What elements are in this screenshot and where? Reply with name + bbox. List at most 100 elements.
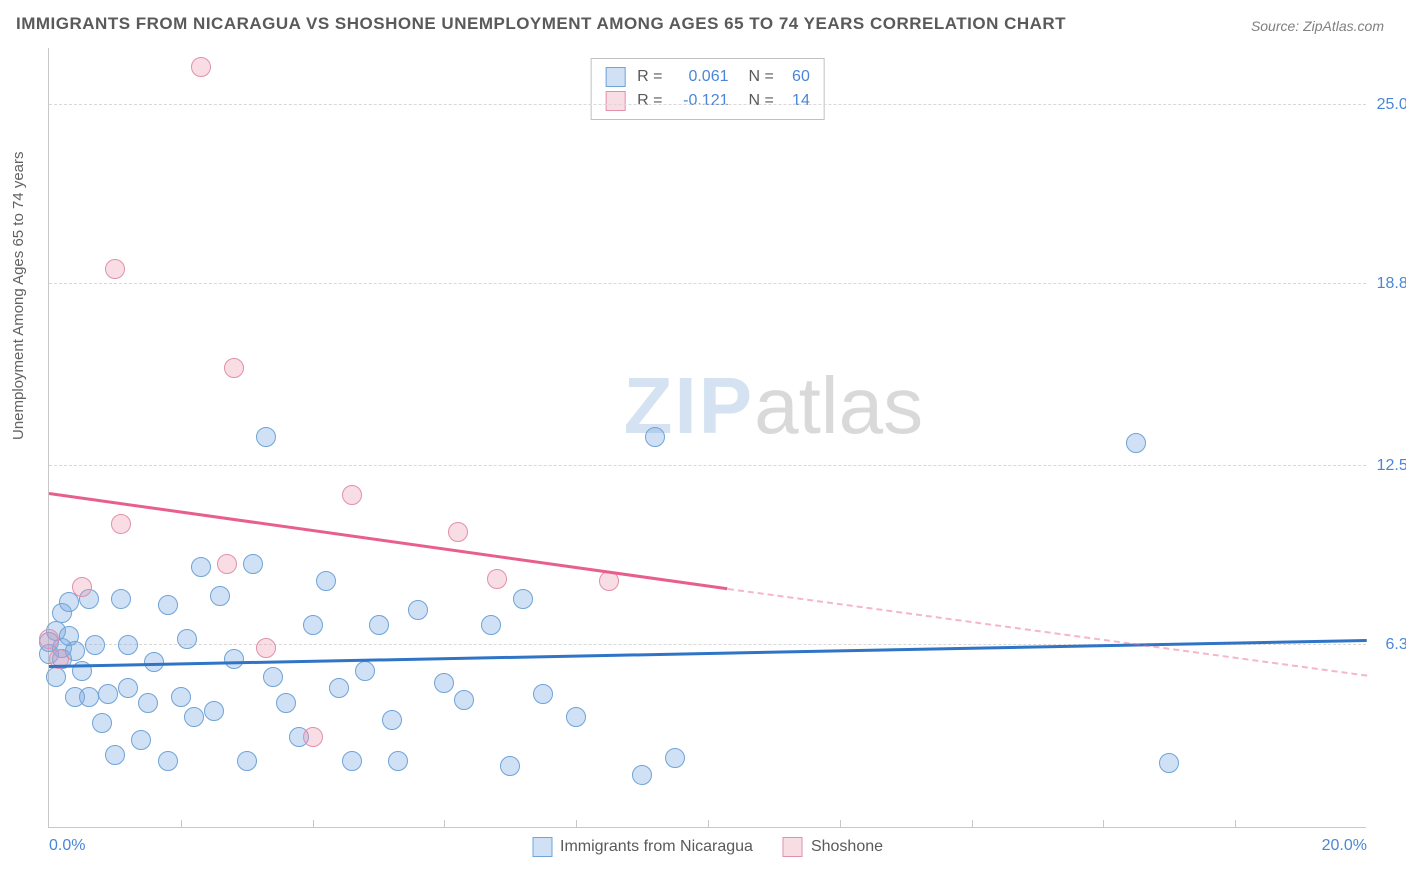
data-point-nicaragua — [191, 557, 211, 577]
y-tick-label: 6.3% — [1386, 636, 1406, 654]
data-point-nicaragua — [388, 751, 408, 771]
swatch-shoshone — [605, 91, 625, 111]
data-point-nicaragua — [500, 756, 520, 776]
y-tick-label: 18.8% — [1377, 275, 1406, 293]
data-point-nicaragua — [85, 635, 105, 655]
data-point-nicaragua — [408, 600, 428, 620]
data-point-shoshone — [111, 514, 131, 534]
data-point-nicaragua — [256, 427, 276, 447]
r-value-shoshone: -0.121 — [669, 89, 729, 113]
data-point-nicaragua — [454, 690, 474, 710]
data-point-nicaragua — [369, 615, 389, 635]
trend-line — [49, 492, 728, 590]
data-point-shoshone — [448, 522, 468, 542]
data-point-shoshone — [72, 577, 92, 597]
data-point-shoshone — [217, 554, 237, 574]
data-point-shoshone — [342, 485, 362, 505]
x-tick-mark — [1103, 820, 1104, 828]
data-point-nicaragua — [46, 667, 66, 687]
gridline-h — [49, 283, 1366, 284]
data-point-nicaragua — [105, 745, 125, 765]
data-point-nicaragua — [158, 595, 178, 615]
data-point-nicaragua — [263, 667, 283, 687]
x-tick-mark — [444, 820, 445, 828]
data-point-nicaragua — [665, 748, 685, 768]
data-point-shoshone — [256, 638, 276, 658]
data-point-nicaragua — [382, 710, 402, 730]
x-tick-mark — [708, 820, 709, 828]
data-point-shoshone — [487, 569, 507, 589]
data-point-nicaragua — [243, 554, 263, 574]
data-point-nicaragua — [329, 678, 349, 698]
legend-label-nicaragua: Immigrants from Nicaragua — [560, 838, 753, 856]
data-point-nicaragua — [1159, 753, 1179, 773]
plot-area: ZIPatlas R = 0.061 N = 60 R = -0.121 N =… — [48, 48, 1366, 828]
data-point-nicaragua — [237, 751, 257, 771]
x-tick-mark — [576, 820, 577, 828]
legend-label-shoshone: Shoshone — [811, 838, 883, 856]
chart-title: IMMIGRANTS FROM NICARAGUA VS SHOSHONE UN… — [16, 14, 1066, 34]
x-tick-mark — [840, 820, 841, 828]
data-point-nicaragua — [204, 701, 224, 721]
data-point-nicaragua — [645, 427, 665, 447]
data-point-nicaragua — [111, 589, 131, 609]
swatch-nicaragua-icon — [532, 837, 552, 857]
trend-line — [728, 588, 1367, 677]
data-point-shoshone — [39, 629, 59, 649]
data-point-nicaragua — [632, 765, 652, 785]
x-tick-mark — [313, 820, 314, 828]
x-tick-label: 0.0% — [49, 837, 85, 855]
data-point-nicaragua — [224, 649, 244, 669]
x-tick-label: 20.0% — [1322, 837, 1367, 855]
data-point-nicaragua — [92, 713, 112, 733]
data-point-nicaragua — [434, 673, 454, 693]
data-point-shoshone — [303, 727, 323, 747]
n-value-nicaragua: 60 — [780, 65, 810, 89]
data-point-nicaragua — [131, 730, 151, 750]
data-point-nicaragua — [158, 751, 178, 771]
stats-legend: R = 0.061 N = 60 R = -0.121 N = 14 — [590, 58, 825, 120]
x-tick-mark — [181, 820, 182, 828]
data-point-nicaragua — [177, 629, 197, 649]
data-point-nicaragua — [1126, 433, 1146, 453]
gridline-h — [49, 465, 1366, 466]
data-point-nicaragua — [566, 707, 586, 727]
data-point-nicaragua — [118, 678, 138, 698]
data-point-nicaragua — [481, 615, 501, 635]
data-point-nicaragua — [98, 684, 118, 704]
y-tick-label: 12.5% — [1377, 457, 1406, 475]
stats-row-nicaragua: R = 0.061 N = 60 — [605, 65, 810, 89]
data-point-shoshone — [191, 57, 211, 77]
data-point-nicaragua — [513, 589, 533, 609]
data-point-nicaragua — [184, 707, 204, 727]
x-tick-mark — [972, 820, 973, 828]
data-point-nicaragua — [303, 615, 323, 635]
data-point-nicaragua — [533, 684, 553, 704]
x-tick-mark — [1235, 820, 1236, 828]
series-legend: Immigrants from Nicaragua Shoshone — [532, 837, 883, 857]
source-attribution: Source: ZipAtlas.com — [1251, 18, 1384, 34]
watermark: ZIPatlas — [624, 360, 923, 452]
data-point-nicaragua — [276, 693, 296, 713]
data-point-nicaragua — [138, 693, 158, 713]
y-axis-label: Unemployment Among Ages 65 to 74 years — [10, 151, 27, 440]
data-point-nicaragua — [316, 571, 336, 591]
legend-item-shoshone: Shoshone — [783, 837, 883, 857]
gridline-h — [49, 104, 1366, 105]
data-point-nicaragua — [355, 661, 375, 681]
data-point-nicaragua — [342, 751, 362, 771]
data-point-shoshone — [105, 259, 125, 279]
data-point-nicaragua — [210, 586, 230, 606]
y-tick-label: 25.0% — [1377, 96, 1406, 114]
data-point-nicaragua — [118, 635, 138, 655]
r-value-nicaragua: 0.061 — [669, 65, 729, 89]
legend-item-nicaragua: Immigrants from Nicaragua — [532, 837, 753, 857]
data-point-nicaragua — [79, 687, 99, 707]
data-point-shoshone — [224, 358, 244, 378]
correlation-chart: IMMIGRANTS FROM NICARAGUA VS SHOSHONE UN… — [0, 0, 1406, 892]
n-value-shoshone: 14 — [780, 89, 810, 113]
data-point-nicaragua — [171, 687, 191, 707]
swatch-nicaragua — [605, 67, 625, 87]
swatch-shoshone-icon — [783, 837, 803, 857]
stats-row-shoshone: R = -0.121 N = 14 — [605, 89, 810, 113]
